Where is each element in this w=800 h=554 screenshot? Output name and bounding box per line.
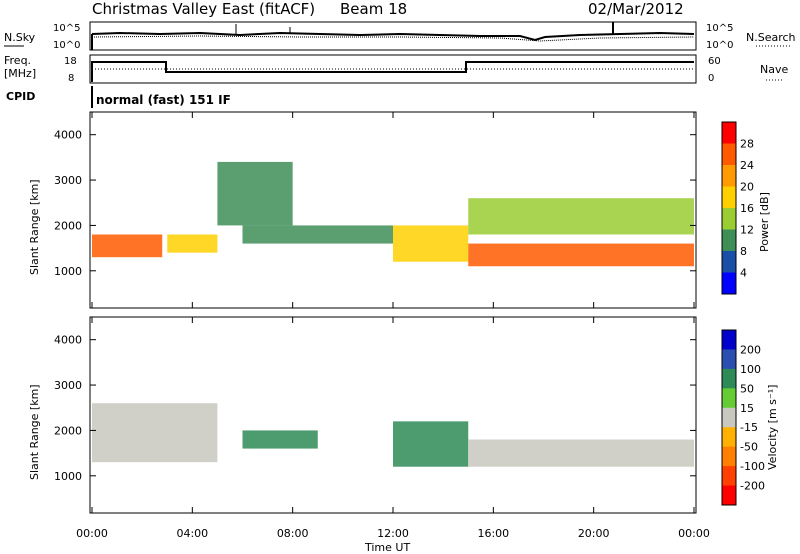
velocity-bar-tick-1: 100 [740, 363, 761, 376]
velocity-band-1 [242, 430, 318, 449]
beam-label: Beam 18 [340, 0, 407, 18]
freq-tick-bottom: 8 [68, 73, 74, 84]
power-bar-segment-7 [722, 272, 736, 295]
power-bar-segment-1 [722, 143, 736, 166]
ytick-label-1-1: 2000 [54, 424, 82, 437]
ytick-label-0-1: 2000 [54, 219, 82, 232]
cpid-label: CPID [6, 90, 35, 103]
freq-tick-top: 18 [64, 56, 77, 67]
velocity-bar-segment-2 [722, 368, 736, 389]
velocity-bar-segment-1 [722, 349, 736, 370]
velocity-bar-segment-7 [722, 466, 736, 487]
velocity-bar-segment-3 [722, 388, 736, 409]
velocity-bar-segment-6 [722, 446, 736, 467]
ytick-label-1-3: 4000 [54, 334, 82, 347]
freq-strip: Freq. [MHz] 18 8 Nave 60 0 [4, 54, 788, 84]
xtick-label-4: 16:00 [477, 527, 509, 540]
power-bar-tick-6: 4 [740, 267, 747, 280]
velocity-band-2 [393, 421, 469, 467]
nave-label: Nave [760, 63, 788, 76]
power-bar-tick-0: 28 [740, 138, 754, 151]
nsearch-trace [91, 35, 695, 42]
power-bar-tick-5: 8 [740, 245, 747, 258]
velocity-bar-segment-4 [722, 407, 736, 428]
axis-ticks: 1000 2000 3000 4000 1000 2000 3000 4000 00:00 04:… [54, 112, 710, 540]
power-bar-segment-6 [722, 251, 736, 273]
velocity-bar-segment-0 [722, 330, 736, 350]
nsky-tick-top: 10^5 [53, 23, 80, 34]
nsky-tick-bottom: 10^0 [53, 40, 80, 51]
power-band-1 [167, 234, 218, 253]
power-band-3 [242, 225, 393, 244]
velocity-band-0 [92, 403, 218, 463]
date-label: 02/Mar/2012 [588, 0, 684, 18]
power-bar-frame [721, 121, 737, 295]
velocity-bar-tick-4: -15 [740, 421, 758, 434]
velocity-ylabel: Slant Range [km] [28, 384, 41, 480]
velocity-bar-tick-7: -200 [740, 480, 765, 493]
xtick-label-6: 00:00 [678, 527, 710, 540]
cpid-text: normal (fast) 151 IF [96, 93, 231, 107]
velocity-data [92, 403, 694, 467]
xtick-label-5: 20:00 [578, 527, 610, 540]
velocity-bar-segment-5 [722, 427, 736, 448]
power-bar-segment-4 [722, 208, 736, 230]
nsearch-label: N.Search [746, 31, 796, 44]
ytick-label-1-0: 1000 [54, 470, 82, 483]
velocity-colorbar: 200 100 50 15 -15 -50 -100 -200 [721, 329, 765, 506]
velocity-panel [89, 316, 697, 514]
freq-unit: [MHz] [4, 67, 36, 80]
velocity-bar-tick-6: -100 [740, 460, 765, 473]
power-ylabel: Slant Range [km] [28, 179, 41, 275]
velocity-bar-tick-5: -50 [740, 441, 758, 454]
power-band-6 [468, 198, 694, 235]
xtick-label-0: 00:00 [76, 527, 108, 540]
nsky-trace [91, 31, 695, 42]
power-bar-segment-3 [722, 186, 736, 209]
velocity-bar-tick-0: 200 [740, 343, 761, 356]
plot-title: Christmas Valley East (fitACF) [92, 0, 315, 18]
power-data [92, 161, 694, 267]
velocity-bar-frame [721, 329, 737, 506]
velocity-bar-label: Velocity [m s⁻¹] [766, 385, 779, 470]
power-bar-label: Power [dB] [758, 192, 771, 252]
xtick-label-2: 08:00 [277, 527, 309, 540]
nave-tick-top: 60 [708, 56, 721, 67]
xtick-label-3: 12:00 [377, 527, 409, 540]
xtick-label-1: 04:00 [176, 527, 208, 540]
freq-label: Freq. [4, 54, 31, 67]
power-band-5 [468, 243, 694, 267]
power-band-0 [92, 234, 163, 258]
velocity-bar-tick-3: 15 [740, 402, 754, 415]
ytick-label-0-3: 4000 [54, 129, 82, 142]
power-bar-segment-0 [722, 122, 736, 144]
freq-trace [91, 61, 694, 82]
nsky-strip: N.Sky 10^5 10^0 N.Search 10^5 10^0 [4, 21, 796, 51]
ytick-label-0-0: 1000 [54, 265, 82, 278]
velocity-bar-tick-2: 50 [740, 382, 754, 395]
nsky-label: N.Sky [4, 31, 36, 44]
power-bar-tick-2: 20 [740, 181, 754, 194]
nsearch-tick-top: 10^5 [706, 23, 733, 34]
power-colorbar: 28 24 20 16 12 8 4 [721, 121, 754, 295]
power-band-4 [393, 225, 469, 262]
power-band-2 [217, 161, 293, 226]
nave-tick-bottom: 0 [708, 73, 714, 84]
nsearch-tick-bottom: 10^0 [706, 40, 733, 51]
power-bar-tick-3: 16 [740, 202, 754, 215]
power-bar-tick-4: 12 [740, 224, 754, 237]
velocity-bar-segment-8 [722, 485, 736, 506]
velocity-band-3 [468, 439, 694, 467]
x-axis-label: Time UT [364, 541, 410, 554]
power-bar-tick-1: 24 [740, 159, 754, 172]
power-panel [89, 111, 697, 309]
power-bar-segment-2 [722, 165, 736, 187]
power-bar-segment-5 [722, 229, 736, 252]
ytick-label-0-2: 3000 [54, 174, 82, 187]
ytick-label-1-2: 3000 [54, 379, 82, 392]
